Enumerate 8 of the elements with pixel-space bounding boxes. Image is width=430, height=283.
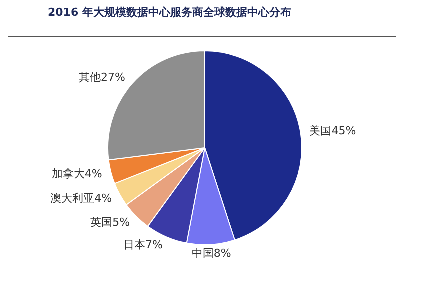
slice-label: 其他27% [79, 70, 126, 84]
slice-label: 中国8% [192, 246, 232, 260]
slice-label: 澳大利亚4% [50, 192, 112, 206]
slice-label: 英国5% [90, 216, 130, 229]
chart-title: 2016 年大规模数据中心服务商全球数据中心分布 [48, 5, 292, 20]
slice-label: 美国45% [310, 124, 356, 138]
slice-label: 加拿大4% [52, 167, 102, 180]
slice-label: 日本7% [123, 238, 163, 252]
